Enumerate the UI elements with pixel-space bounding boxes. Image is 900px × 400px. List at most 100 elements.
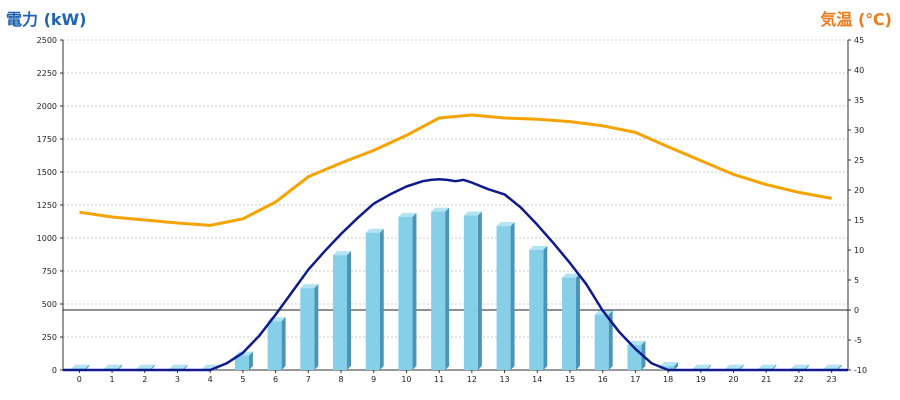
axes	[60, 39, 851, 373]
x-tick-label: 6	[273, 375, 278, 384]
left-tick-label: 1000	[37, 234, 57, 243]
x-tick-label: 3	[175, 375, 180, 384]
bar	[300, 284, 319, 370]
x-tick-label: 9	[371, 375, 376, 384]
bar-side	[118, 364, 123, 370]
bar-front	[561, 277, 576, 370]
bar	[333, 251, 352, 370]
bar-top	[169, 364, 188, 369]
right-axis-title: 気温 (℃)	[820, 10, 892, 29]
left-tick-label: 1250	[37, 201, 57, 210]
bar-top	[790, 364, 809, 369]
bar-top	[365, 228, 384, 233]
left-tick-label: 1500	[37, 168, 57, 177]
bar-series	[71, 207, 842, 370]
bar-top	[561, 273, 580, 278]
tick-labels: 02505007501000125015001750200022502500-1…	[37, 36, 867, 384]
bar-front	[660, 366, 675, 370]
bar-side	[706, 364, 711, 370]
right-tick-label: 25	[854, 156, 864, 165]
bar-front	[496, 226, 511, 370]
right-tick-label: 40	[854, 66, 864, 75]
left-tick-label: 2250	[37, 69, 57, 78]
bar	[463, 211, 482, 370]
x-tick-label: 15	[565, 375, 575, 384]
x-tick-label: 14	[532, 375, 542, 384]
power-line	[63, 178, 848, 372]
bar-side	[85, 364, 90, 370]
line-series	[63, 113, 848, 372]
bar	[267, 317, 286, 370]
left-tick-label: 2500	[37, 36, 57, 45]
x-tick-label: 7	[306, 375, 311, 384]
bar-top	[300, 284, 319, 289]
left-axis-title: 電力 (kW)	[6, 10, 87, 29]
bar	[594, 310, 613, 370]
right-tick-label: 10	[854, 246, 864, 255]
left-tick-label: 1750	[37, 135, 57, 144]
bar-top	[758, 364, 777, 369]
x-tick-label: 20	[728, 375, 738, 384]
bar-side	[510, 222, 515, 370]
bar-side	[608, 310, 613, 370]
right-tick-label: 15	[854, 216, 864, 225]
x-tick-label: 13	[499, 375, 509, 384]
bar-front	[234, 355, 249, 370]
bar-side	[772, 364, 777, 370]
bar-top	[496, 222, 515, 227]
x-tick-label: 17	[630, 375, 640, 384]
left-tick-label: 750	[42, 267, 57, 276]
x-tick-label: 12	[467, 375, 477, 384]
bar-side	[281, 317, 286, 370]
x-tick-label: 22	[794, 375, 804, 384]
x-tick-label: 8	[338, 375, 343, 384]
right-tick-label: 45	[854, 36, 864, 45]
x-tick-label: 10	[401, 375, 411, 384]
right-tick-label: -10	[854, 366, 867, 375]
bar-side	[379, 228, 384, 370]
bar-front	[529, 249, 544, 370]
bar-top	[398, 212, 417, 217]
right-tick-label: 5	[854, 276, 859, 285]
x-tick-label: 5	[240, 375, 245, 384]
bar-side	[804, 364, 809, 370]
bar-front	[365, 232, 380, 370]
bar-side	[347, 251, 352, 370]
x-tick-label: 4	[208, 375, 213, 384]
bar-side	[477, 211, 482, 370]
temperature-line	[79, 113, 832, 227]
bar-side	[837, 364, 842, 370]
x-tick-label: 19	[696, 375, 706, 384]
right-tick-label: 20	[854, 186, 864, 195]
bar	[660, 362, 679, 370]
bar-top	[104, 364, 123, 369]
x-tick-label: 11	[434, 375, 444, 384]
bar	[398, 212, 417, 370]
bar-front	[463, 215, 478, 370]
bar-top	[529, 245, 548, 250]
x-tick-label: 23	[827, 375, 837, 384]
bar	[365, 228, 384, 370]
bar-top	[431, 207, 450, 212]
bar-top	[136, 364, 155, 369]
bar-side	[575, 273, 580, 370]
bar-side	[150, 364, 155, 370]
bar-front	[300, 288, 315, 370]
bar-top	[692, 364, 711, 369]
bar-side	[543, 245, 548, 370]
bar-side	[412, 212, 417, 370]
bar-side	[314, 284, 319, 370]
bar-front	[267, 321, 282, 370]
bar-front	[333, 255, 348, 370]
bar-top	[333, 251, 352, 256]
x-tick-label: 21	[761, 375, 771, 384]
x-tick-label: 16	[598, 375, 608, 384]
bar	[561, 273, 580, 370]
gridlines	[63, 39, 848, 338]
left-tick-label: 250	[42, 333, 57, 342]
right-tick-label: 35	[854, 96, 864, 105]
bar-side	[674, 362, 679, 370]
bar-top	[725, 364, 744, 369]
right-tick-label: -5	[854, 336, 862, 345]
